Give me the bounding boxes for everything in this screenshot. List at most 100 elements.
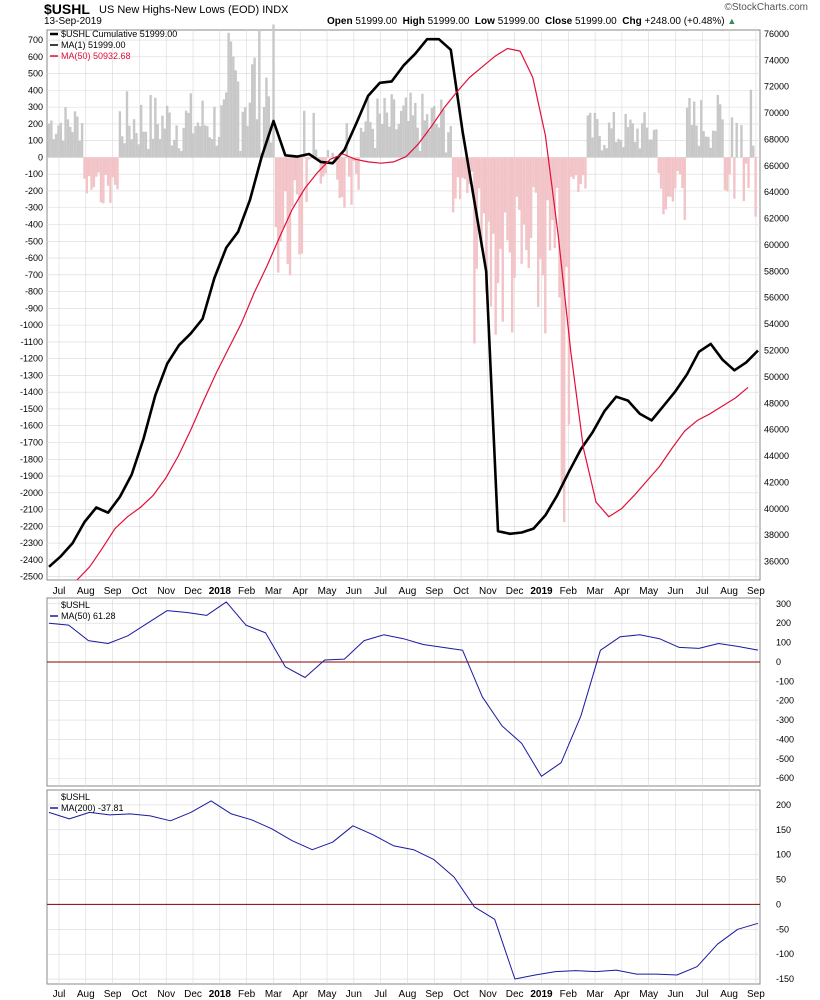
left-y-tick-label: 200 bbox=[28, 119, 43, 129]
quote-date: 13-Sep-2019 bbox=[44, 16, 102, 27]
ma200-y-tick-label: -150 bbox=[776, 974, 794, 984]
main-x-tick-label: Feb bbox=[238, 586, 256, 597]
main-x-tick-label: Nov bbox=[157, 586, 175, 597]
ma200-x-tick-label: Jun bbox=[346, 989, 362, 1000]
ma50-panel-frame bbox=[46, 597, 761, 787]
main-x-tick-label: Jul bbox=[374, 586, 387, 597]
ma200-x-tick-label: 2019 bbox=[530, 989, 553, 1000]
ma200-x-tick-label: Dec bbox=[184, 989, 202, 1000]
ma200-y-tick-label: 200 bbox=[776, 800, 791, 810]
left-y-tick-label: -300 bbox=[25, 203, 43, 213]
ma200-x-tick-label: Mar bbox=[586, 989, 604, 1000]
main-x-tick-label: 2019 bbox=[530, 586, 553, 597]
low-label: Low bbox=[474, 16, 495, 27]
left-y-tick-label: -1700 bbox=[20, 438, 43, 448]
legend-label: MA(1) 51999.00 bbox=[61, 40, 126, 50]
legend-label: MA(50) 61.28 bbox=[61, 611, 116, 621]
right-y-tick-label: 58000 bbox=[764, 266, 789, 276]
left-y-tick-label: -2300 bbox=[20, 538, 43, 548]
left-y-tick-label: 300 bbox=[28, 102, 43, 112]
up-arrow-icon: ▲ bbox=[727, 16, 737, 26]
ma200-x-tick-label: Aug bbox=[720, 989, 738, 1000]
right-y-tick-label: 46000 bbox=[764, 425, 789, 435]
ma200-x-tick-label: Sep bbox=[104, 989, 122, 1000]
legend-label: MA(50) 50932.68 bbox=[61, 51, 131, 61]
main-x-tick-label: May bbox=[318, 586, 337, 597]
right-y-tick-label: 36000 bbox=[764, 557, 789, 567]
left-y-tick-label: -900 bbox=[25, 303, 43, 313]
left-y-tick-label: -2200 bbox=[20, 521, 43, 531]
ma200-x-tick-label: Jul bbox=[374, 989, 387, 1000]
main-x-tick-label: Jun bbox=[667, 586, 683, 597]
left-y-tick-label: -1200 bbox=[20, 354, 43, 364]
cumulative-line bbox=[48, 37, 759, 568]
ma200-x-tick-label: Feb bbox=[238, 989, 256, 1000]
left-y-tick-label: -1800 bbox=[20, 454, 43, 464]
left-y-tick-label: -400 bbox=[25, 220, 43, 230]
main-x-tick-label: Sep bbox=[747, 586, 765, 597]
ma200-x-tick-label: Sep bbox=[747, 989, 765, 1000]
ma200-x-tick-label: Feb bbox=[560, 989, 578, 1000]
ma200-y-tick-label: 50 bbox=[776, 875, 786, 885]
main-x-tick-label: Mar bbox=[586, 586, 604, 597]
main-x-tick-label: Sep bbox=[425, 586, 443, 597]
ma200-x-tick-label: 2018 bbox=[209, 989, 232, 1000]
left-y-tick-label: -1900 bbox=[20, 471, 43, 481]
right-y-tick-label: 72000 bbox=[764, 82, 789, 92]
legend-label: MA(200) -37.81 bbox=[61, 803, 124, 813]
ma50-y-tick-label: -600 bbox=[776, 773, 794, 783]
main-x-tick-label: Sep bbox=[104, 586, 122, 597]
ma200-x-tick-label: Jul bbox=[696, 989, 709, 1000]
right-y-tick-label: 68000 bbox=[764, 134, 789, 144]
left-y-tick-label: -2400 bbox=[20, 555, 43, 565]
left-y-tick-label: -700 bbox=[25, 270, 43, 280]
ma50-y-tick-label: -500 bbox=[776, 754, 794, 764]
left-y-tick-label: 400 bbox=[28, 85, 43, 95]
left-y-tick-label: -1000 bbox=[20, 320, 43, 330]
ma200-x-tick-label: Oct bbox=[453, 989, 469, 1000]
symbol: $USHL bbox=[44, 1, 90, 17]
main-x-tick-label: Aug bbox=[399, 586, 417, 597]
left-y-tick-label: 0 bbox=[38, 152, 43, 162]
low-value: 51999.00 bbox=[497, 16, 540, 27]
ma50-y-tick-label: -100 bbox=[776, 676, 794, 686]
main-x-tick-label: Dec bbox=[184, 586, 202, 597]
left-y-tick-label: -1300 bbox=[20, 370, 43, 380]
ma200-x-tick-label: Sep bbox=[425, 989, 443, 1000]
main-x-tick-label: 2018 bbox=[209, 586, 232, 597]
ma50-y-tick-label: 200 bbox=[776, 618, 791, 628]
high-value: 51999.00 bbox=[427, 16, 470, 27]
left-y-tick-label: -1500 bbox=[20, 404, 43, 414]
ohlc-readout: Open 51999.00 High 51999.00 Low 51999.00… bbox=[327, 16, 736, 27]
open-value: 51999.00 bbox=[355, 16, 398, 27]
ma50-y-tick-label: -300 bbox=[776, 715, 794, 725]
right-y-tick-label: 56000 bbox=[764, 293, 789, 303]
high-label: High bbox=[402, 16, 425, 27]
index-name: US New Highs-New Lows (EOD) INDX bbox=[99, 4, 289, 16]
ma50-y-tick-label: 0 bbox=[776, 657, 781, 667]
right-y-tick-label: 48000 bbox=[764, 398, 789, 408]
chart-header: $USHL US New Highs-New Lows (EOD) INDX 1… bbox=[0, 0, 820, 30]
ma50-y-tick-label: -400 bbox=[776, 734, 794, 744]
ma200-x-tick-label: Jul bbox=[53, 989, 66, 1000]
main-x-tick-label: Feb bbox=[560, 586, 578, 597]
left-y-tick-label: 600 bbox=[28, 52, 43, 62]
left-y-tick-label: 100 bbox=[28, 136, 43, 146]
legend-label: $USHL Cumulative 51999.00 bbox=[61, 29, 177, 39]
main-x-tick-label: Apr bbox=[614, 586, 630, 597]
right-y-tick-label: 70000 bbox=[764, 108, 789, 118]
right-y-tick-label: 64000 bbox=[764, 187, 789, 197]
ma200-y-tick-label: 150 bbox=[776, 825, 791, 835]
main-x-tick-label: Mar bbox=[265, 586, 283, 597]
ma200-y-tick-label: 0 bbox=[776, 899, 781, 909]
right-y-tick-label: 50000 bbox=[764, 372, 789, 382]
left-y-tick-label: -800 bbox=[25, 287, 43, 297]
open-label: Open bbox=[327, 16, 353, 27]
right-y-tick-label: 52000 bbox=[764, 346, 789, 356]
right-y-tick-label: 54000 bbox=[764, 319, 789, 329]
main-x-tick-label: May bbox=[639, 586, 658, 597]
right-y-tick-label: 60000 bbox=[764, 240, 789, 250]
main-x-tick-label: Nov bbox=[479, 586, 497, 597]
left-y-tick-label: 700 bbox=[28, 35, 43, 45]
